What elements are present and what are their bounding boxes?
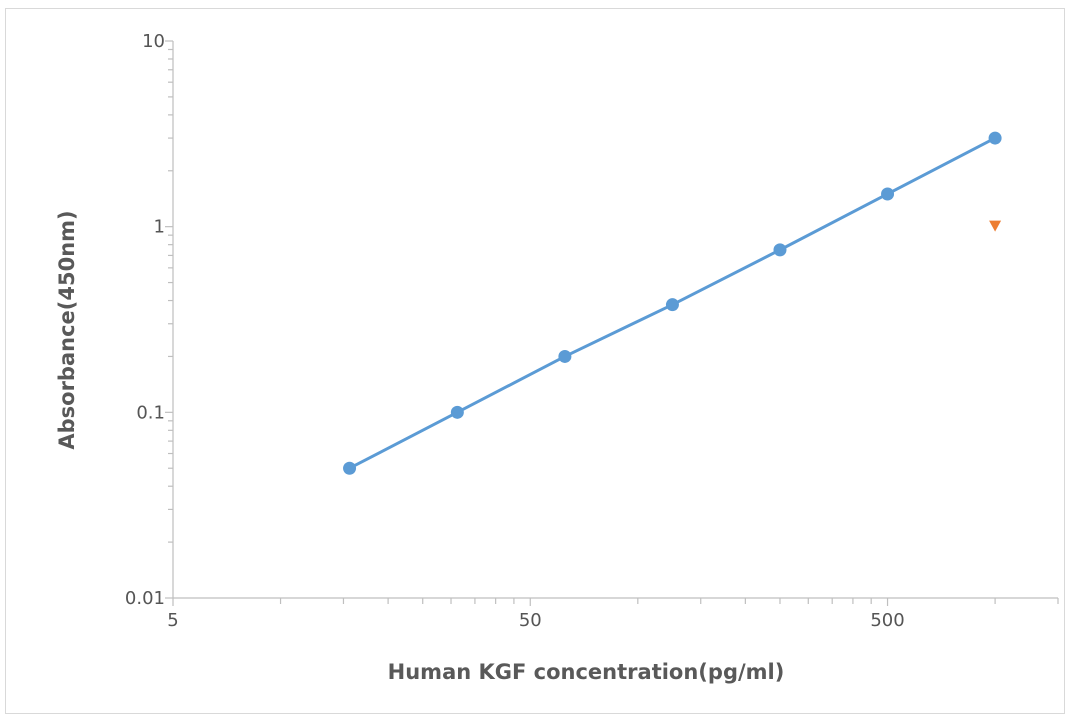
y-tick-label-0-01: 0.01 — [125, 588, 165, 609]
x-tick-label-50: 50 — [519, 610, 542, 631]
series-0-point — [773, 243, 787, 257]
series-1-point — [989, 220, 1002, 232]
y-tick-label-0-1: 0.1 — [136, 402, 165, 423]
series-0-point — [343, 461, 357, 475]
chart-frame — [5, 8, 1065, 714]
series-0-point — [665, 298, 679, 312]
x-axis-title: Human KGF concentration(pg/ml) — [388, 660, 785, 684]
y-minor-ticks — [165, 40, 173, 599]
x-minor-ticks — [172, 598, 1059, 606]
series-layer — [343, 131, 1002, 475]
y-axis-title: Absorbance(450nm) — [55, 210, 79, 449]
series-0-point — [881, 187, 895, 201]
series-0-point — [988, 131, 1002, 145]
series-0-point — [450, 405, 464, 419]
y-tick-label-10: 10 — [142, 31, 165, 52]
x-tick-label-5: 5 — [167, 610, 178, 631]
axes — [165, 40, 1059, 606]
y-tick-label-1: 1 — [154, 217, 165, 238]
x-tick-label-500: 500 — [870, 610, 904, 631]
series-0-point — [558, 349, 572, 363]
